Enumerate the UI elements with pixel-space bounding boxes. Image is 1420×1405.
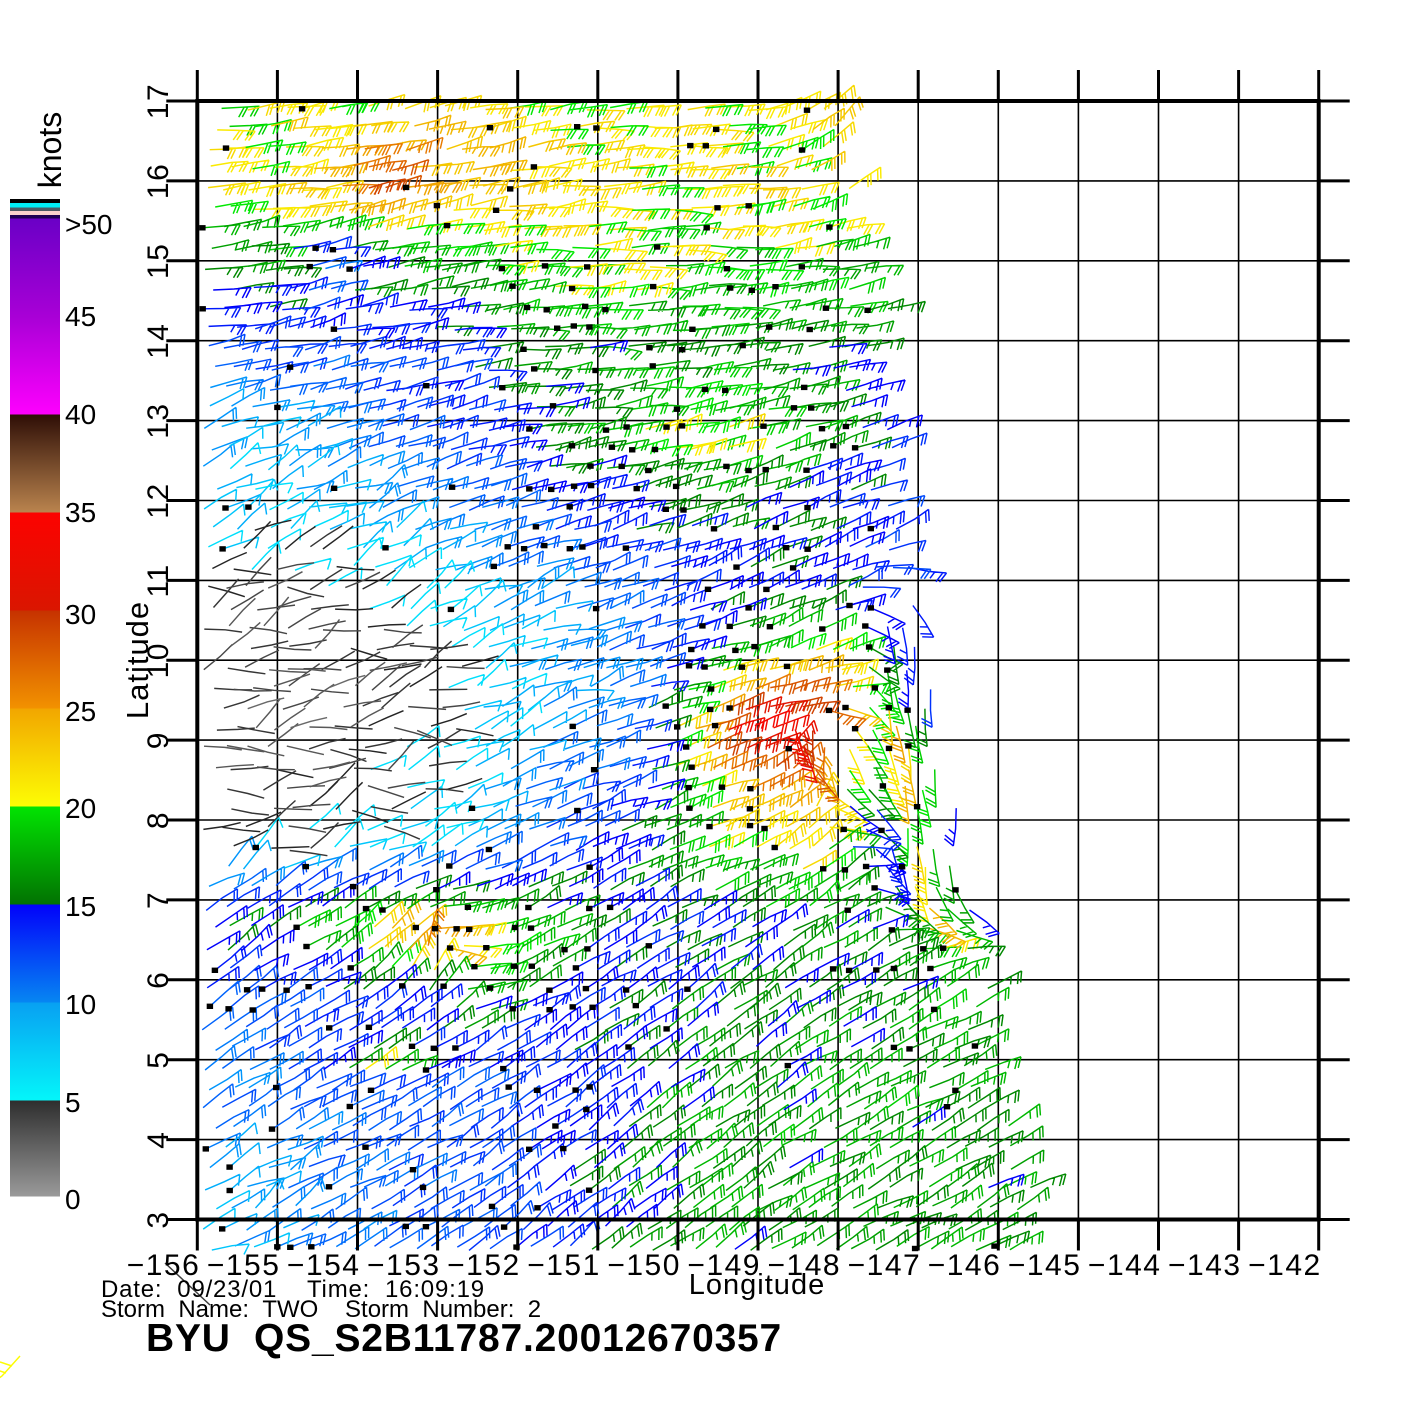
svg-text:BYU QS_S2B11787.20012670357: BYU QS_S2B11787.20012670357 — [146, 1317, 782, 1360]
svg-text:−149: −149 — [687, 1249, 761, 1282]
svg-text:−144: −144 — [1088, 1249, 1162, 1282]
svg-text:14: 14 — [142, 323, 175, 359]
svg-text:−152: −152 — [447, 1249, 521, 1282]
svg-text:35: 35 — [65, 497, 96, 528]
svg-text:Date: 09/23/01 Time: 16:0: Date: 09/23/01 Time: 16:09:19 — [101, 1276, 485, 1303]
svg-text:−142: −142 — [1248, 1249, 1322, 1282]
svg-text:11: 11 — [142, 563, 175, 597]
svg-text:−147: −147 — [848, 1249, 922, 1282]
svg-text:20: 20 — [65, 793, 96, 824]
svg-text:−151: −151 — [527, 1249, 601, 1282]
svg-text:10: 10 — [142, 642, 175, 678]
svg-text:−148: −148 — [768, 1249, 842, 1282]
svg-text:−146: −146 — [928, 1249, 1002, 1282]
svg-text:5: 5 — [142, 1051, 175, 1069]
svg-text:25: 25 — [65, 696, 96, 727]
svg-text:15: 15 — [142, 243, 175, 279]
svg-text:7: 7 — [142, 891, 175, 909]
svg-text:−145: −145 — [1008, 1249, 1082, 1282]
svg-text:10: 10 — [65, 989, 96, 1020]
svg-text:40: 40 — [65, 399, 96, 430]
svg-text:knots: knots — [32, 112, 68, 188]
svg-text:15: 15 — [65, 891, 96, 922]
svg-text:−153: −153 — [367, 1249, 441, 1282]
svg-text:45: 45 — [65, 301, 96, 332]
svg-text:4: 4 — [142, 1131, 175, 1149]
svg-text:30: 30 — [65, 599, 96, 630]
svg-text:Storm Name: TWO Storm Nu: Storm Name: TWO Storm Number: 2 — [101, 1296, 541, 1323]
svg-text:−143: −143 — [1168, 1249, 1242, 1282]
svg-text:8: 8 — [142, 811, 175, 829]
svg-text:17: 17 — [142, 83, 175, 119]
svg-text:−154: −154 — [287, 1249, 361, 1282]
svg-text:0: 0 — [65, 1184, 81, 1215]
svg-text:3: 3 — [142, 1210, 175, 1228]
svg-text:Longitude: Longitude — [689, 1269, 825, 1301]
svg-text:−150: −150 — [607, 1249, 681, 1282]
svg-text:−156: −156 — [127, 1249, 201, 1282]
svg-text:12: 12 — [142, 482, 175, 518]
svg-text:>50: >50 — [65, 209, 113, 240]
svg-text:9: 9 — [142, 731, 175, 749]
svg-text:5: 5 — [65, 1087, 81, 1118]
svg-text:16: 16 — [142, 163, 175, 199]
svg-text:Latitude: Latitude — [120, 601, 155, 719]
svg-text:−155: −155 — [207, 1249, 281, 1282]
svg-text:13: 13 — [142, 402, 175, 438]
svg-text:6: 6 — [142, 971, 175, 989]
